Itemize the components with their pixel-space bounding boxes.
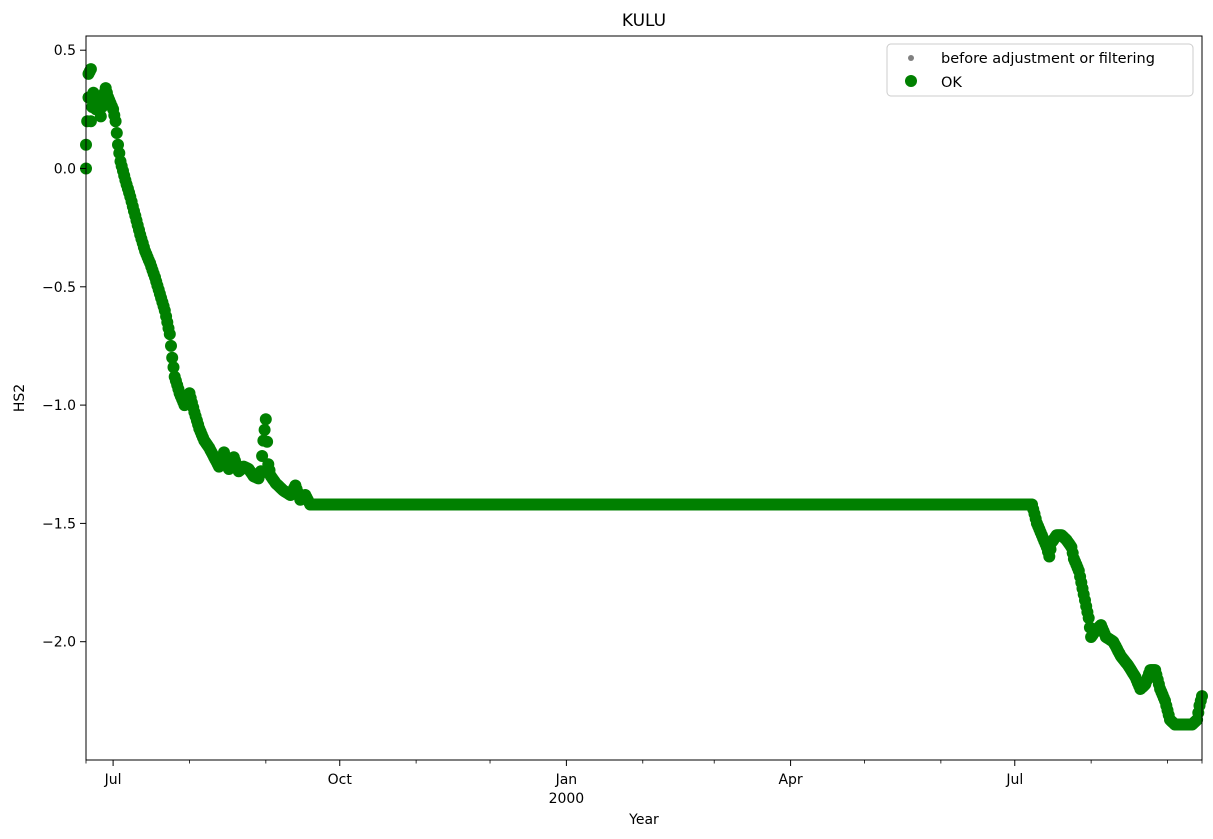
data-point: [167, 361, 180, 374]
y-tick-label: −0.5: [42, 280, 76, 296]
data-point: [1082, 612, 1095, 624]
legend-marker-before-adjustment: [908, 55, 914, 61]
data-point: [166, 351, 179, 364]
y-tick-label: −1.0: [42, 398, 76, 414]
data-point: [94, 110, 107, 123]
legend: before adjustment or filtering OK: [886, 43, 1194, 97]
legend-box: [886, 43, 1194, 97]
x-tick-label: Jul: [104, 772, 122, 788]
data-point: [163, 328, 176, 341]
chart-title: KULU: [622, 11, 666, 31]
y-tick-label: 0.5: [54, 43, 76, 59]
data-point: [256, 450, 269, 462]
data-point: [84, 115, 97, 128]
x-axis-title: Year: [628, 812, 659, 828]
x-tick-sublabel: 2000: [549, 791, 585, 807]
data-point: [165, 339, 177, 352]
y-axis-title: HS2: [12, 384, 28, 412]
data-point: [109, 115, 122, 128]
x-tick-label: Jul: [1005, 772, 1023, 788]
y-tick-label: 0.0: [54, 161, 76, 177]
plot-points: [80, 63, 1208, 731]
x-tick-label: Jan: [555, 772, 578, 788]
y-tick-label: −1.5: [42, 516, 76, 532]
x-tick-label: Oct: [328, 772, 353, 788]
y-axis-ticks: 0.5 0.0 −0.5 −1.0 −1.5 −2.0: [42, 43, 86, 651]
data-point: [84, 63, 97, 76]
data-point: [259, 413, 272, 426]
data-point: [110, 127, 123, 139]
data-point: [258, 423, 271, 436]
legend-marker-ok: [905, 75, 917, 87]
y-tick-label: −2.0: [42, 635, 76, 651]
legend-label-before-adjustment: before adjustment or filtering: [941, 51, 1155, 67]
plot-frame: [85, 35, 1203, 761]
legend-label-ok: OK: [941, 75, 962, 91]
data-point: [261, 435, 274, 448]
x-tick-label: Apr: [778, 772, 802, 788]
x-axis-ticks: Jul Oct Jan 2000 Apr Jul: [85, 760, 1203, 807]
